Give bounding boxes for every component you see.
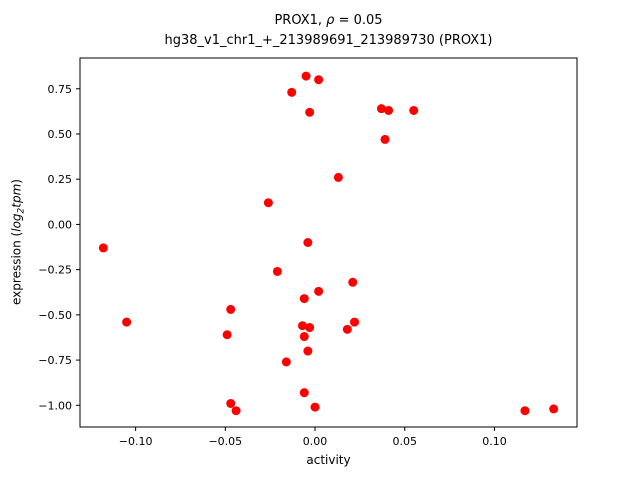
x-tick-label: 0.10 [482, 435, 507, 448]
plot-border [79, 57, 578, 428]
y-tick-label: −0.75 [38, 354, 72, 367]
data-point [376, 104, 386, 114]
data-point [305, 323, 315, 333]
y-tick-label: 0.25 [48, 173, 73, 186]
y-tick-label: −0.25 [38, 264, 72, 277]
data-point [380, 134, 390, 144]
y-axis-label: expression (log2tpm) [9, 179, 26, 305]
data-point [520, 406, 530, 416]
y-tick-label: −1.00 [38, 399, 72, 412]
x-tick-label: −0.05 [208, 435, 242, 448]
data-point [314, 75, 324, 85]
data-point [299, 332, 309, 342]
data-point [299, 294, 309, 304]
data-point [549, 404, 559, 414]
data-point [310, 402, 320, 412]
x-tick-label: 0.00 [303, 435, 328, 448]
data-point [231, 406, 241, 416]
data-point [342, 324, 352, 334]
data-point [314, 286, 324, 296]
y-axis-label-tpm: tpm [9, 183, 24, 208]
data-point [122, 317, 132, 327]
title-rho-value: = 0.05 [334, 13, 383, 28]
y-tick-label: 0.50 [48, 128, 73, 141]
data-point [98, 243, 108, 253]
x-axis-label: activity [306, 453, 351, 467]
chart-title-line1: PROX1, ρ = 0.05 [80, 11, 577, 31]
title-rho-symbol: ρ [326, 13, 335, 28]
data-point [299, 388, 309, 398]
data-point [226, 304, 236, 314]
data-point [287, 87, 297, 97]
data-point [222, 330, 232, 340]
x-tick-label: 0.05 [393, 435, 418, 448]
x-tick-label: −0.10 [119, 435, 153, 448]
y-axis-label-suffix: ) [9, 179, 24, 184]
data-point [305, 107, 315, 117]
data-point [303, 346, 313, 356]
data-point [384, 105, 394, 115]
data-point [301, 71, 311, 81]
y-axis-label-sub: 2 [16, 207, 27, 214]
data-point [350, 317, 360, 327]
y-tick-label: 0.00 [48, 218, 73, 231]
chart-title-line2: hg38_v1_chr1_+_213989691_213989730 (PROX… [164, 33, 493, 48]
data-point [297, 321, 307, 331]
y-tick-label: 0.75 [48, 83, 73, 96]
chart-title: PROX1, ρ = 0.05 hg38_v1_chr1_+_213989691… [80, 11, 577, 51]
y-axis-label-log: log [9, 213, 24, 232]
data-point [272, 266, 282, 276]
data-point [333, 172, 343, 182]
data-point [281, 357, 291, 367]
data-point [348, 277, 358, 287]
y-axis-label-prefix: expression ( [9, 231, 24, 305]
data-point [409, 105, 419, 115]
data-point [263, 198, 273, 208]
data-point [303, 238, 313, 247]
y-tick-label: −0.50 [38, 309, 72, 322]
data-point [226, 398, 236, 408]
title-gene: PROX1, [274, 13, 327, 28]
